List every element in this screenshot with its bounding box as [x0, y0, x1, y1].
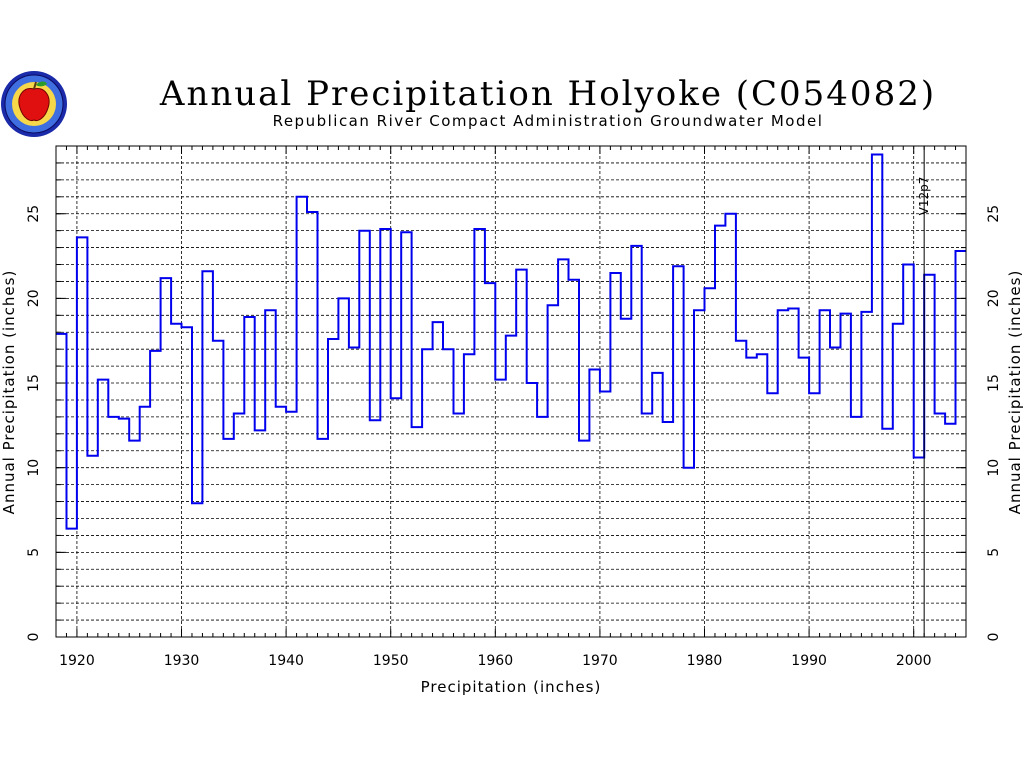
chart-title: Annual Precipitation Holyoke (C054082) [159, 74, 936, 114]
series-line [56, 153, 966, 530]
x-tick-label: 1960 [477, 653, 513, 669]
x-axis-label: Precipitation (inches) [421, 678, 602, 696]
y-axis-label-left: Annual Precipitation (inches) [0, 270, 18, 515]
x-tick-label: 1980 [687, 653, 723, 669]
annotation-label: V12p7 [917, 177, 931, 216]
tick-labels: 1920 1930 1940 1950 1960 1970 1980 1990 2000 0 0 5 5… [26, 205, 1002, 669]
y-tick-label-right: 15 [986, 374, 1002, 392]
y-tick-label-right: 25 [986, 205, 1002, 223]
x-tick-label: 1940 [268, 653, 304, 669]
plot-frame [55, 145, 967, 638]
y-tick-label-left: 15 [26, 374, 42, 392]
x-tick-label: 1970 [582, 653, 618, 669]
y-tick-label-left: 20 [26, 289, 42, 307]
rrca-logo-icon [1, 71, 67, 137]
y-tick-label-left: 25 [26, 205, 42, 223]
y-tick-label-right: 0 [986, 633, 1002, 642]
y-tick-label-left: 10 [26, 459, 42, 477]
axis-ticks [55, 145, 967, 638]
x-tick-label: 2000 [896, 653, 932, 669]
grid-lines [56, 145, 966, 637]
x-tick-label: 1950 [373, 653, 409, 669]
x-tick-label: 1990 [791, 653, 827, 669]
annotation-layer: V12p7 [917, 146, 931, 637]
x-tick-label: 1920 [59, 653, 95, 669]
y-axis-label-right: Annual Precipitation (inches) [1006, 270, 1024, 515]
chart-subtitle: Republican River Compact Administration … [273, 112, 824, 130]
y-tick-label-left: 5 [26, 548, 42, 557]
series-layer [56, 153, 966, 530]
y-tick-label-right: 10 [986, 459, 1002, 477]
x-tick-label: 1930 [164, 653, 200, 669]
y-tick-label-left: 0 [26, 633, 42, 642]
y-tick-label-right: 5 [986, 548, 1002, 557]
y-tick-label-right: 20 [986, 289, 1002, 307]
